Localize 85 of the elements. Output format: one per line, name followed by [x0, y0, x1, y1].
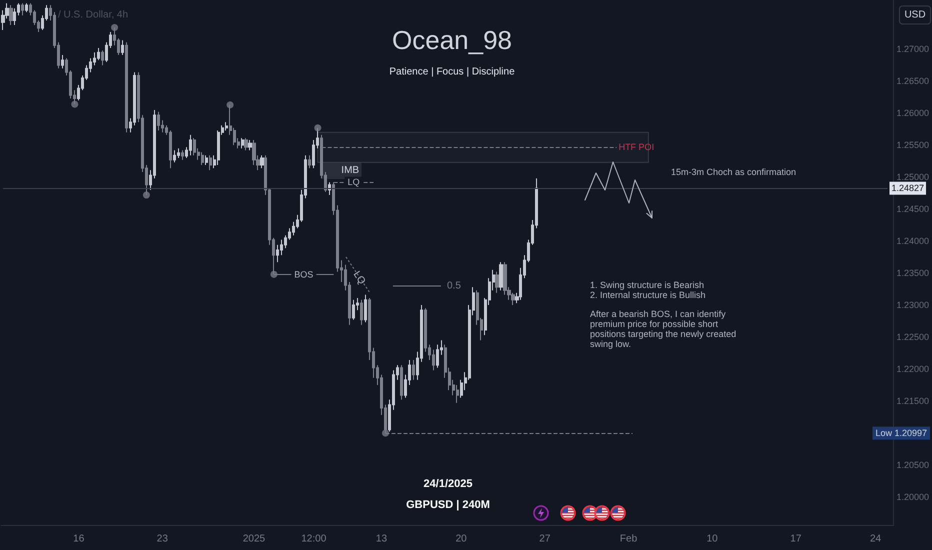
x-tick-label: 24 [870, 534, 882, 544]
ref-line-label: BOS [294, 269, 314, 280]
candlestick [241, 138, 244, 149]
y-tick-label: 1.25000 [896, 172, 930, 182]
x-tick-label: 13 [376, 534, 388, 544]
y-tick-label: 1.20500 [896, 460, 930, 470]
candlestick [97, 47, 100, 61]
candlestick [209, 154, 212, 171]
y-tick-label: 1.26000 [896, 108, 930, 118]
candlestick [169, 130, 172, 169]
x-tick-label: Feb [620, 534, 638, 544]
x-tick-label: 12:00 [301, 534, 327, 544]
annotation: 0.5 [447, 280, 462, 292]
y-tick-label: 1.25500 [896, 140, 930, 150]
y-tick-label: 1.24500 [896, 204, 930, 214]
text: Patience | Focus | Discipline [389, 66, 516, 78]
x-tick-label: 10 [706, 534, 718, 544]
candlestick [177, 148, 180, 158]
ref-line-label: 1.24827 [891, 183, 924, 194]
point [314, 124, 322, 132]
annotation: GBPUSD | 240M [406, 499, 490, 511]
candlestick [364, 294, 367, 323]
candlestick [276, 244, 279, 263]
candlestick [499, 262, 503, 291]
candlestick [193, 138, 196, 156]
candlestick [244, 138, 248, 151]
point [142, 192, 150, 199]
candlestick [412, 360, 415, 380]
candlestick [400, 364, 403, 400]
y-tick-label: 1.21500 [896, 396, 930, 406]
candlestick [225, 122, 228, 131]
annotation: 15m-3m Choch as confirmation [671, 167, 796, 177]
candlestick [61, 54, 64, 69]
candlestick [352, 299, 355, 320]
annotation: LQ [350, 269, 368, 287]
y-axis-title: USD [904, 10, 926, 20]
annotation: After a bearish BOS, I can identify premium price for possible short positions targeting the newly created swing low. [590, 309, 739, 349]
candlestick [217, 130, 220, 166]
annotation: 24/1/2025 [424, 478, 472, 490]
candlestick [360, 299, 363, 326]
candlestick [101, 50, 104, 66]
y-tick-label: 1.22500 [896, 332, 930, 342]
point [382, 430, 389, 437]
point [71, 100, 78, 108]
candlestick [308, 154, 311, 169]
ref-line-label: HTF POI [618, 142, 654, 152]
y-tick-label: 1.27000 [896, 44, 930, 54]
band-label: IMB [341, 165, 360, 176]
annotation: 2. Internal structure is Bullish [590, 290, 706, 300]
x-tick-label: 27 [539, 534, 551, 544]
candlestick [260, 154, 264, 169]
text: Ocean_98 [392, 25, 512, 55]
x-tick-label: 16 [73, 534, 85, 544]
candlestick [201, 152, 204, 166]
annotation: 1. Swing structure is Bearish [590, 280, 704, 290]
candlestick [248, 140, 252, 151]
point [111, 24, 118, 31]
y-tick-label: 1.24000 [896, 236, 930, 246]
candlestick [189, 134, 192, 156]
y-tick-label: 1.22000 [896, 364, 930, 374]
x-tick-label: 23 [156, 534, 168, 544]
x-tick-label: 17 [790, 534, 802, 544]
candlestick [181, 150, 184, 160]
ref-line-label: LQ [348, 177, 360, 188]
candlestick [495, 271, 499, 294]
candlestick [21, 2, 24, 16]
candlestick [121, 40, 124, 56]
x-tick-label: 2025 [242, 534, 266, 544]
candlestick [125, 42, 128, 133]
point [226, 101, 234, 108]
candlestick [436, 344, 439, 368]
candlestick [456, 384, 459, 404]
annotation: Low 1.20997 [875, 428, 927, 438]
y-tick-label: 1.23500 [896, 268, 930, 278]
candlestick [157, 111, 160, 131]
candlestick [9, 4, 13, 26]
y-tick-label: 1.26500 [896, 76, 930, 86]
annotation: / U.S. Dollar, 4h [58, 10, 128, 20]
candlestick [25, 2, 28, 13]
y-tick-label: 1.20000 [896, 492, 930, 502]
x-tick-label: 20 [456, 534, 468, 544]
candlestick [205, 154, 208, 166]
candlestick [173, 150, 176, 163]
y-tick-label: 1.23000 [896, 300, 930, 310]
point [270, 270, 278, 278]
